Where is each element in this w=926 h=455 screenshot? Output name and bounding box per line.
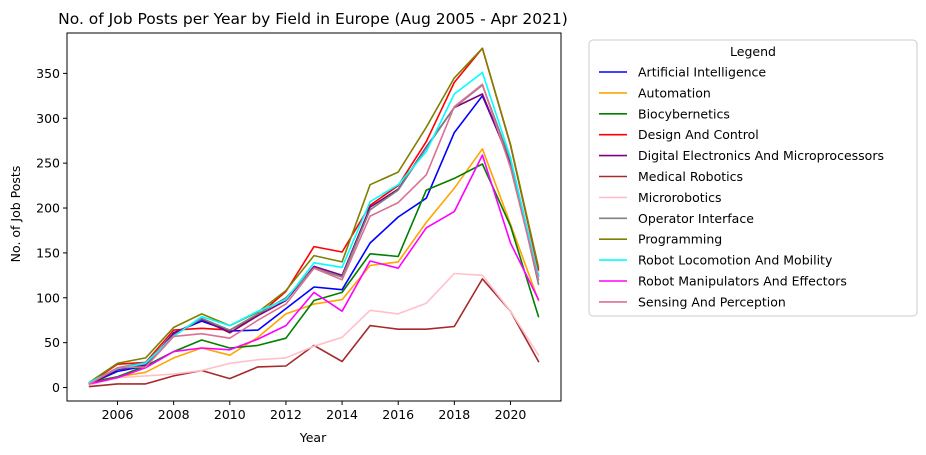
series-line-3 — [88, 47, 540, 384]
chart-title: No. of Job Posts per Year by Field in Eu… — [58, 10, 568, 28]
x-tick-label-3: 2012 — [270, 407, 302, 422]
legend-label-3: Design And Control — [638, 127, 759, 142]
legend-items: Artificial Intelligence Automation Biocybe… — [599, 65, 884, 309]
series-line-9 — [88, 71, 540, 384]
x-tick-label-2: 2010 — [214, 407, 246, 422]
y-tick-label-7: 350 — [36, 66, 60, 81]
y-tick-label-2: 100 — [36, 290, 60, 305]
series-line-4 — [88, 93, 540, 386]
axes-frame — [66, 32, 562, 402]
legend-label-10: Robot Manipulators And Effectors — [638, 274, 847, 289]
x-tick-label-0: 2006 — [102, 407, 134, 422]
x-tick-label-1: 2008 — [158, 407, 190, 422]
legend-label-7: Operator Interface — [638, 211, 754, 226]
series-line-11 — [88, 83, 540, 385]
y-tick-label-5: 250 — [36, 156, 60, 171]
x-tick-label-6: 2018 — [438, 407, 470, 422]
x-tick-label-5: 2016 — [382, 407, 414, 422]
y-tick-label-0: 0 — [52, 380, 60, 395]
plot-area: 2006 2008 2010 2012 2014 2016 2018 2020 0 50 100 15… — [36, 32, 562, 422]
series-line-0 — [88, 95, 540, 385]
legend-label-1: Automation — [638, 85, 711, 100]
series-line-8 — [88, 47, 540, 384]
legend: Legend Artificial Intelligence Automation… — [588, 39, 918, 317]
legend-label-11: Sensing And Perception — [638, 294, 786, 309]
y-tick-label-6: 300 — [36, 111, 60, 126]
legend-title: Legend — [730, 44, 776, 59]
x-tick-label-7: 2020 — [495, 407, 527, 422]
y-tick-label-3: 150 — [36, 245, 60, 260]
series-line-10 — [88, 154, 540, 385]
y-axis-label: No. of Job Posts — [8, 166, 23, 263]
legend-frame — [588, 39, 918, 317]
series-line-7 — [88, 84, 540, 384]
x-axis-label: Year — [299, 430, 327, 445]
legend-label-4: Digital Electronics And Microprocessors — [638, 148, 884, 163]
legend-label-5: Medical Robotics — [638, 169, 743, 184]
series-line-6 — [88, 272, 540, 386]
legend-label-8: Programming — [638, 232, 722, 247]
series-line-5 — [88, 278, 540, 388]
legend-label-6: Microrobotics — [638, 190, 722, 205]
legend-label-0: Artificial Intelligence — [638, 65, 766, 80]
y-tick-label-1: 50 — [44, 335, 60, 350]
legend-label-9: Robot Locomotion And Mobility — [638, 253, 833, 268]
legend-label-2: Biocybernetics — [638, 106, 730, 121]
x-tick-label-4: 2014 — [326, 407, 358, 422]
series-line-1 — [88, 148, 540, 385]
y-tick-label-4: 200 — [36, 201, 60, 216]
